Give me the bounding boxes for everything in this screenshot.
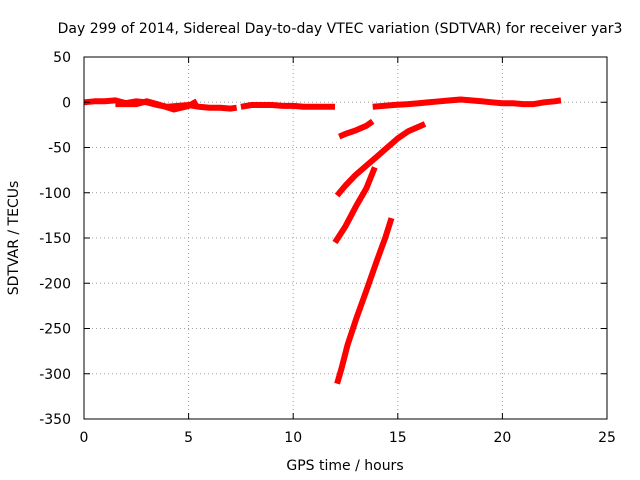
series-sat-d [372,96,562,110]
tick-labels: 0 5 10 15 20 25 50 0 -50 -100 -150 -200 -250 -300 -350 [39,50,616,446]
y-tick-label: -150 [39,231,71,247]
y-tick-label: -100 [39,186,71,202]
y-tick-label: -200 [39,276,71,292]
x-tick-label: 25 [598,430,616,446]
y-tick-label: -50 [48,141,71,157]
x-axis-title: GPS time / hours [286,458,403,474]
y-tick-label: 50 [53,50,71,66]
y-tick-label: 0 [62,95,71,111]
series-sat-b [115,98,199,113]
x-tick-label: 0 [80,430,89,446]
series-sat-g [332,166,378,245]
series-sat-f [334,121,427,198]
grid-lines [84,57,607,419]
data-series [83,96,562,385]
x-tick-label: 10 [284,430,302,446]
series-sat-c [240,102,335,110]
y-tick-label: -300 [39,367,71,383]
x-tick-label: 5 [184,430,193,446]
x-tick-label: 20 [493,430,511,446]
axis-ticks [83,56,608,420]
series-sat-h [334,217,395,385]
series-sat-e [338,118,375,140]
y-tick-label: -350 [39,412,71,428]
chart-title: Day 299 of 2014, Sidereal Day-to-day VTE… [58,21,623,37]
y-tick-label: -250 [39,322,71,338]
x-tick-label: 15 [389,430,407,446]
y-axis-title: SDTVAR / TECUs [6,181,22,296]
